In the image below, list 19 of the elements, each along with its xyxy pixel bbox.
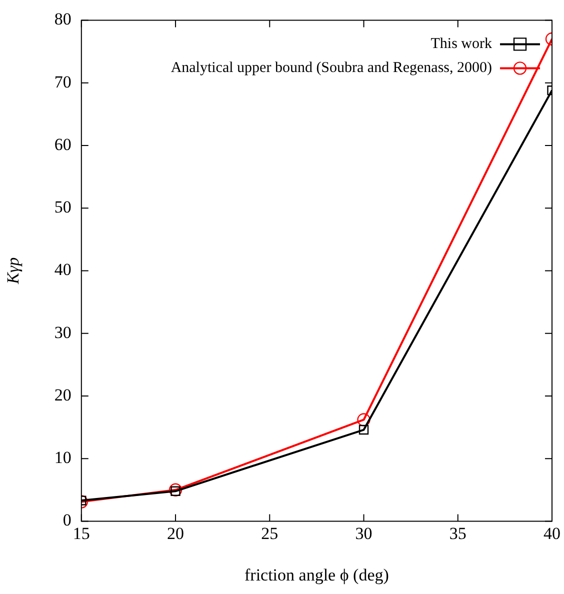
y-tick-label: 20 xyxy=(54,385,72,404)
x-tick-label: 15 xyxy=(72,524,90,543)
y-tick-label: 80 xyxy=(54,10,72,29)
y-tick-label: 50 xyxy=(54,198,72,217)
y-tick-label: 60 xyxy=(54,134,72,154)
legend-label: Analytical upper bound (Soubra and Regenass, 2000) xyxy=(170,60,492,76)
y-tick-label: 40 xyxy=(54,260,72,280)
y-tick-label: 70 xyxy=(54,72,72,92)
y-tick-label: 10 xyxy=(54,448,72,468)
x-tick-label: 20 xyxy=(167,524,184,543)
x-tick-label: 35 xyxy=(449,524,466,543)
x-tick-label: 30 xyxy=(355,524,372,543)
y-tick-label: 0 xyxy=(62,510,72,530)
x-axis-title: friction angle ϕ (deg) xyxy=(244,565,389,584)
y-axis-title: Kγp xyxy=(4,257,23,285)
x-tick-label: 25 xyxy=(261,524,278,543)
x-tick-label: 40 xyxy=(544,524,560,543)
legend-label: This work xyxy=(430,36,492,52)
y-tick-label: 30 xyxy=(54,322,72,342)
